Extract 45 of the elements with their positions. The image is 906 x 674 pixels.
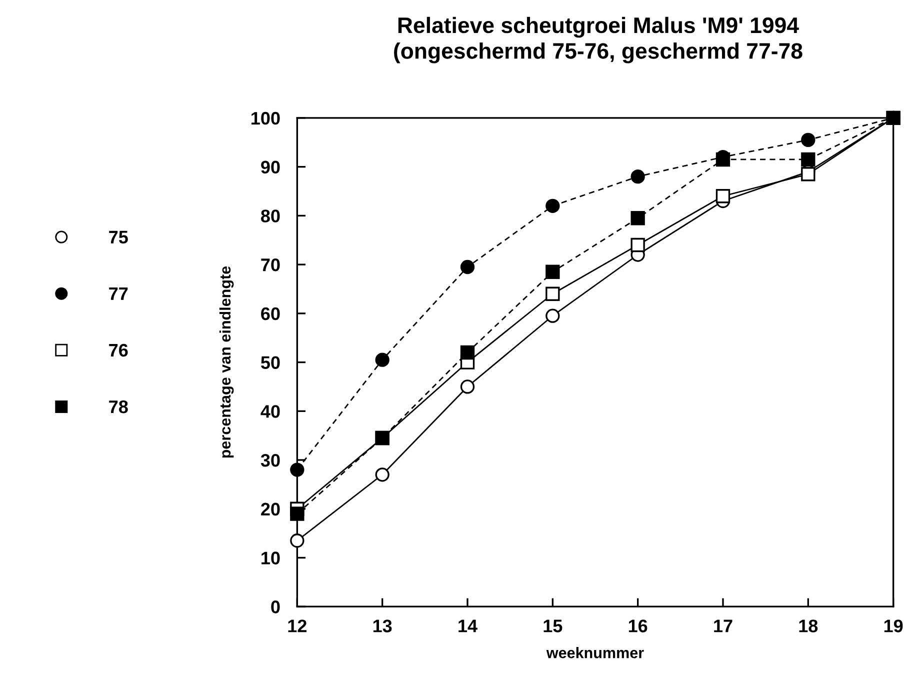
y-tick-label: 90 bbox=[261, 160, 280, 174]
point bbox=[801, 167, 816, 182]
point bbox=[716, 152, 730, 167]
point bbox=[375, 352, 390, 367]
y-tick-label: 20 bbox=[261, 502, 280, 516]
x-tick-label: 16 bbox=[628, 620, 648, 632]
y-tick-label: 70 bbox=[261, 258, 280, 272]
legend-label: 75 bbox=[109, 230, 128, 244]
y-axis-title: percentage van eindlengte bbox=[219, 266, 234, 458]
x-axis-title: weeknummer bbox=[546, 647, 644, 658]
point bbox=[460, 380, 475, 394]
y-tick-label: 0 bbox=[271, 600, 280, 614]
point bbox=[290, 534, 304, 548]
point bbox=[630, 211, 645, 226]
point bbox=[801, 132, 816, 148]
y-tick-label: 60 bbox=[261, 307, 280, 320]
y-tick-label: 40 bbox=[260, 405, 280, 418]
x-tick-label: 14 bbox=[458, 620, 478, 632]
y-tick-label: 80 bbox=[260, 210, 280, 222]
point bbox=[630, 238, 645, 252]
point bbox=[546, 198, 560, 213]
legend-label: 78 bbox=[109, 400, 128, 414]
legend-label: 76 bbox=[109, 344, 128, 357]
x-tick-label: 17 bbox=[714, 620, 732, 632]
point bbox=[546, 286, 560, 301]
x-tick-label: 12 bbox=[288, 620, 306, 632]
chart-title: Relatieve scheutgroei Malus 'M9' 1994 (ongeschermd 75-76, geschermd 77-78 bbox=[394, 16, 802, 64]
y-tick-label: 50 bbox=[260, 356, 280, 369]
point bbox=[290, 462, 304, 477]
y-tick-label: 100 bbox=[252, 112, 280, 125]
point bbox=[546, 264, 560, 279]
point bbox=[375, 468, 390, 482]
y-tick-label: 30 bbox=[260, 454, 280, 467]
x-tick-label: 19 bbox=[884, 620, 903, 632]
legend-label: 77 bbox=[109, 287, 128, 300]
point bbox=[630, 170, 645, 184]
x-tick-label: 13 bbox=[373, 620, 392, 632]
point bbox=[460, 345, 475, 360]
x-tick-label: 15 bbox=[544, 620, 562, 632]
y-tick-label: 10 bbox=[262, 552, 280, 564]
point bbox=[801, 152, 816, 167]
point bbox=[716, 189, 730, 204]
point bbox=[460, 260, 475, 274]
x-tick-label: 18 bbox=[799, 620, 818, 632]
point bbox=[546, 308, 560, 323]
